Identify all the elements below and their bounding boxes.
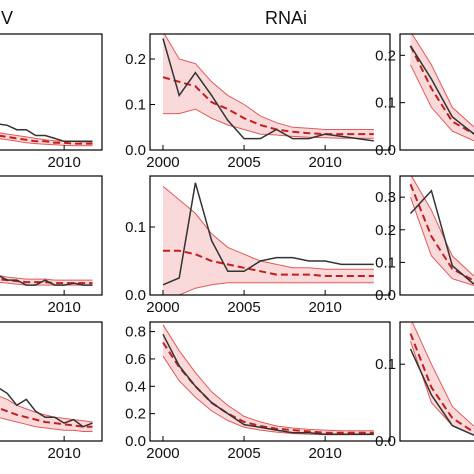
axes-frame [399, 175, 474, 296]
y-tick-label: 0.1 [125, 219, 146, 236]
panel-r2-c2: 0.0 0.1 [375, 321, 474, 450]
observed-line [162, 182, 374, 286]
band-upper-line [162, 185, 374, 270]
y-tick-label: 0.2 [125, 406, 146, 423]
band-area [163, 324, 374, 435]
x-tick-label: 2010 [308, 445, 341, 462]
model-mean-line [409, 183, 474, 282]
band-lower-line [0, 138, 93, 147]
x-tick-label: 2005 [227, 299, 260, 316]
band-area [163, 34, 374, 139]
band-lower-line [410, 64, 474, 142]
observed-line [409, 348, 474, 436]
y-tick-label: 0.8 [125, 324, 146, 341]
x-tick-label: 2000 [146, 299, 179, 316]
observed-line [0, 123, 93, 143]
band-area [410, 322, 474, 436]
x-tick-label: 2000 [146, 445, 179, 462]
panel-r0-c2: 0.0 0.1 0.2 [375, 33, 474, 159]
observed-line [162, 333, 374, 435]
band-upper-line [0, 275, 93, 281]
model-mean-line [409, 45, 474, 135]
x-tick-label: 2010 [47, 154, 80, 171]
y-tick-label: 0.0 [125, 433, 146, 450]
panel-r2-c1: 0.0 0.2 0.4 0.6 0.8 2000 2005 2010 [125, 321, 391, 462]
y-tick-label: 0.0 [375, 287, 396, 304]
axes-frame [149, 175, 391, 296]
panel-r1-c1: 0.0 0.1 2000 2005 2010 [125, 175, 391, 316]
axes-frame [0, 33, 103, 151]
y-tick-label: 0.3 [375, 189, 396, 206]
band-upper-line [411, 34, 474, 128]
model-mean-line [409, 333, 474, 433]
y-tick-label: 0.6 [125, 351, 146, 368]
observed-line [409, 189, 474, 285]
y-tick-label: 0.1 [125, 97, 146, 114]
band-lower-line [163, 282, 374, 295]
band-upper-line [162, 324, 374, 432]
axes-frame [0, 321, 103, 442]
axes-frame [149, 321, 391, 442]
panel-grid: 200020100.00.10.22000200520100.00.10.220… [0, 33, 474, 462]
axes-frame [399, 33, 474, 151]
column-title-middle: RNAi [265, 8, 307, 28]
band-upper-line [163, 34, 374, 130]
y-tick-label: 0.0 [125, 142, 146, 159]
axes-frame [0, 175, 103, 296]
panel-r0-c0: 20002010 [0, 33, 103, 171]
band-upper-line [411, 322, 474, 427]
x-tick-label: 2000 [146, 154, 179, 171]
model-mean-line [162, 76, 374, 136]
band-lower-line [0, 417, 93, 432]
x-tick-label: 2005 [227, 445, 260, 462]
y-tick-label: 0.2 [375, 222, 396, 239]
axes-frame [399, 321, 474, 442]
y-tick-label: 0.2 [375, 47, 396, 64]
panel-r2-c0: 20002010 [0, 321, 103, 462]
column-title-left: V [1, 8, 13, 28]
y-tick-label: 0.0 [125, 287, 146, 304]
band-lower-line [410, 197, 474, 286]
y-tick-label: 0.1 [375, 356, 396, 373]
y-tick-label: 0.1 [375, 95, 396, 112]
panel-r1-c2: 0.0 0.1 0.2 0.3 [375, 175, 474, 304]
band-area [163, 186, 374, 295]
axes-frame [149, 33, 391, 151]
observed-line [162, 38, 374, 142]
panel-r1-c0: 20002010 [0, 175, 103, 316]
observed-line [0, 387, 93, 428]
band-area [410, 176, 474, 286]
x-tick-label: 2010 [47, 445, 80, 462]
y-tick-label: 0.4 [125, 378, 146, 395]
observed-line [0, 275, 93, 286]
model-mean-line [163, 249, 374, 277]
y-tick-label: 0.0 [375, 433, 396, 450]
band-area [0, 396, 93, 432]
band-upper-line [410, 176, 474, 277]
y-tick-label: 0.0 [375, 142, 396, 159]
x-tick-label: 2010 [308, 154, 341, 171]
y-tick-label: 0.1 [375, 254, 396, 271]
x-tick-label: 2010 [47, 299, 80, 316]
y-tick-label: 0.2 [125, 51, 146, 68]
x-tick-label: 2005 [227, 154, 260, 171]
x-tick-label: 2010 [308, 299, 341, 316]
observed-line [409, 45, 474, 135]
panel-r0-c1: 0.0 0.1 0.2 2000 2005 2010 [125, 33, 391, 171]
